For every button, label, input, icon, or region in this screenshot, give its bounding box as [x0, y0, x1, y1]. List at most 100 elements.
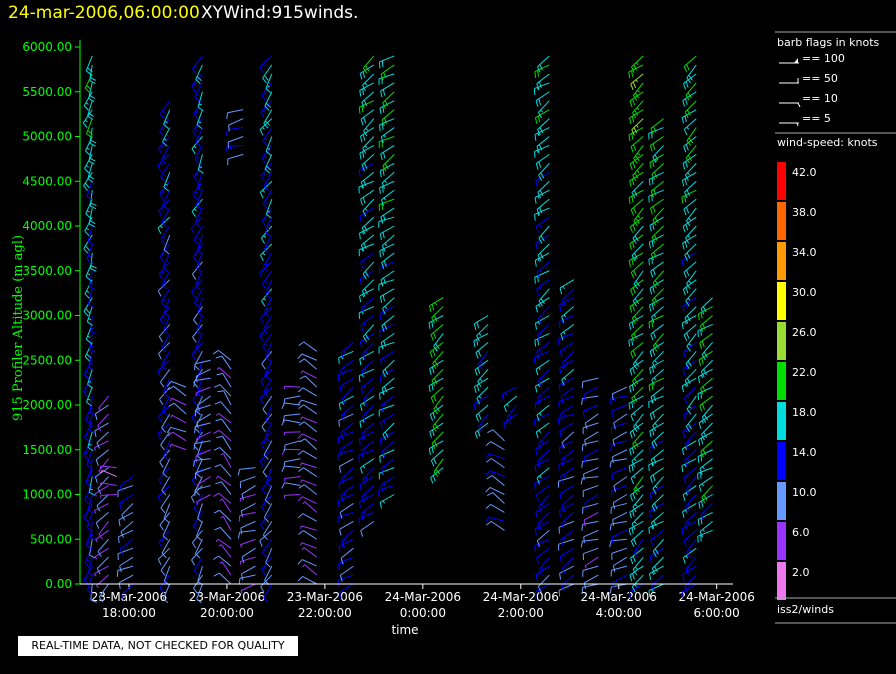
barb-feather — [685, 98, 688, 105]
wind-barb — [195, 190, 203, 206]
barb-feather — [632, 112, 637, 119]
wind-barb — [362, 404, 375, 417]
barb-feather — [536, 557, 540, 564]
barb-feather — [194, 159, 200, 165]
barb-feather — [583, 473, 585, 481]
barb-feather — [341, 478, 345, 485]
wind-barb — [683, 261, 697, 273]
wind-barb — [684, 243, 697, 256]
barb-feather — [263, 517, 270, 523]
wind-barb — [430, 386, 444, 398]
wind-barb — [381, 171, 395, 184]
barb-feather — [634, 92, 640, 99]
wind-barb — [612, 386, 628, 395]
wind-barb — [304, 501, 318, 513]
barb-feather — [534, 277, 536, 284]
wind-barb — [220, 481, 232, 495]
wind-barb — [259, 55, 273, 68]
barb-feather — [196, 267, 202, 273]
barb-half-feather — [688, 343, 692, 346]
barb-feather — [160, 570, 166, 576]
barb-feather — [297, 450, 304, 456]
barb-half-feather — [384, 448, 387, 452]
barb-half-feather — [434, 302, 437, 306]
barb-feather — [634, 378, 639, 385]
barb-feather — [628, 529, 631, 536]
barb-half-feather — [564, 297, 568, 301]
wind-barb — [699, 476, 713, 486]
barb-feather — [651, 257, 653, 265]
wind-barb — [630, 73, 644, 85]
wind-barb — [94, 503, 109, 512]
wind-barb — [559, 565, 575, 574]
barb-feather — [380, 485, 383, 492]
wind-barb — [381, 395, 395, 406]
chart-title: XYWind:915winds. — [201, 3, 358, 23]
barb-feather — [341, 540, 345, 548]
wind-barb — [684, 100, 697, 113]
barb-half-feather — [364, 145, 368, 149]
barb-feather — [262, 266, 268, 272]
barb-feather — [382, 294, 385, 302]
wind-barb — [197, 565, 203, 582]
barb-feather — [197, 405, 200, 412]
wind-barb — [340, 341, 354, 354]
barb-feather — [339, 592, 342, 599]
wind-barb — [682, 503, 697, 513]
barb-half-feather — [381, 329, 384, 333]
barb-half-feather — [651, 526, 654, 530]
wind-barb — [534, 350, 550, 358]
wind-barb — [611, 422, 628, 429]
speed-legend-label: 18.0 — [792, 406, 817, 419]
wind-barb — [490, 441, 505, 451]
barb-half-feather — [537, 527, 540, 531]
barb-feather — [195, 204, 202, 210]
wind-barb — [561, 431, 575, 443]
barb-feather — [431, 443, 436, 450]
wind-barb — [431, 449, 444, 461]
wind-barb — [362, 73, 375, 86]
barb-feather — [485, 441, 492, 447]
barb-feather — [633, 127, 638, 134]
wind-barb — [699, 458, 713, 469]
barb-feather — [432, 332, 437, 339]
barb-feather — [698, 439, 701, 446]
barb-half-feather — [87, 273, 91, 276]
wind-barb — [686, 538, 697, 553]
wind-barb — [382, 234, 395, 247]
barb-feather — [654, 565, 658, 573]
barb-feather — [89, 411, 96, 416]
barb-feather — [261, 363, 266, 370]
wind-barb — [262, 127, 273, 142]
barb-half-feather — [537, 589, 541, 594]
barb-half-feather — [635, 62, 639, 66]
barb-feather — [383, 260, 387, 267]
barb-feather — [628, 340, 631, 347]
barb-feather — [97, 488, 102, 495]
barb-feather — [685, 94, 690, 101]
barb-feather — [633, 395, 638, 402]
wind-barb — [240, 583, 256, 592]
barb-feather — [699, 531, 703, 538]
wind-barb — [195, 127, 203, 143]
barb-feather — [537, 317, 542, 324]
barb-half-feather — [536, 87, 539, 91]
barb-feather — [684, 523, 688, 530]
wind-barb — [700, 440, 713, 452]
barb-feather — [701, 416, 707, 423]
barb-feather — [433, 471, 439, 478]
barb-feather — [631, 447, 635, 454]
barb-feather — [561, 505, 566, 512]
barb-feather — [629, 369, 633, 376]
speed-legend-title: wind-speed: knots — [777, 136, 878, 149]
wind-barb — [361, 154, 375, 166]
barb-half-feather — [219, 498, 223, 502]
barb-feather — [383, 340, 387, 347]
wind-barb — [700, 297, 713, 310]
barb-half-feather — [94, 556, 98, 560]
wind-barb — [382, 154, 395, 167]
barb-feather — [503, 405, 508, 413]
wind-barb — [701, 485, 713, 498]
barb-half-feather — [342, 367, 346, 371]
barb-half-feather — [195, 299, 199, 302]
